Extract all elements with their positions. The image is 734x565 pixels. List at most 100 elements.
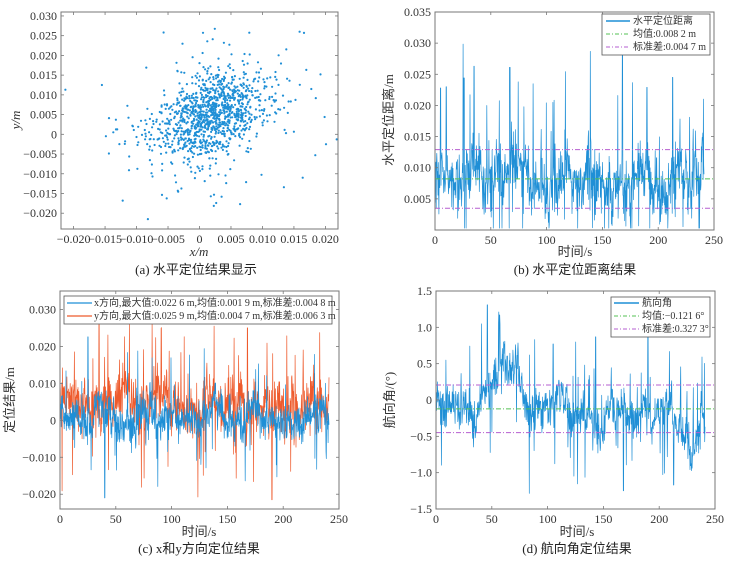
scatter-point xyxy=(185,92,189,96)
scatter-point xyxy=(283,128,286,131)
scatter-point xyxy=(200,86,203,89)
scatter-point xyxy=(282,186,285,189)
scatter-point xyxy=(145,66,148,69)
scatter-point xyxy=(237,100,241,103)
scatter-point xyxy=(202,130,205,133)
y-ticks-b: 0.005 0.010 0.015 0.020 0.025 0.030 0.035 xyxy=(404,5,714,206)
y-tick-label: 0.015 xyxy=(404,130,431,144)
scatter-point xyxy=(248,112,251,115)
scatter-point xyxy=(200,152,203,155)
scatter-point xyxy=(263,108,266,111)
scatter-point xyxy=(238,144,241,147)
scatter-point xyxy=(261,124,264,127)
scatter-point xyxy=(203,114,206,117)
scatter-point xyxy=(208,115,211,118)
scatter-point xyxy=(177,137,180,140)
scatter-point xyxy=(323,115,326,119)
scatter-point xyxy=(198,111,201,114)
y-tick-label: −0.020 xyxy=(23,206,57,220)
x-ticks-a: −0.020−0.015−0.010−0.005 0 0.005 0.010 0.015… xyxy=(57,12,339,246)
y-tick-label: 0.025 xyxy=(404,67,431,81)
scatter-point xyxy=(198,75,201,78)
scatter-point xyxy=(195,118,198,121)
scatter-point xyxy=(213,27,216,30)
scatter-point xyxy=(217,73,220,77)
scatter-point xyxy=(196,112,199,115)
scatter-point xyxy=(164,107,167,110)
scatter-point xyxy=(217,93,220,96)
y-tick-label: −0.020 xyxy=(22,487,56,501)
scatter-point xyxy=(152,120,155,123)
scatter-point xyxy=(182,130,185,133)
axes-box-b xyxy=(434,11,715,231)
scatter-point xyxy=(158,123,161,126)
scatter-point xyxy=(176,99,179,102)
scatter-point xyxy=(195,101,198,105)
scatter-point xyxy=(245,105,248,109)
scatter-point xyxy=(284,132,288,135)
scatter-point xyxy=(186,163,189,166)
scatter-point xyxy=(167,127,170,130)
scatter-point xyxy=(251,87,254,90)
scatter-point xyxy=(249,120,252,124)
scatter-point xyxy=(240,129,243,132)
scatter-point xyxy=(245,181,248,184)
scatter-point xyxy=(197,79,201,82)
scatter-point xyxy=(205,118,208,121)
scatter-point xyxy=(179,124,182,127)
caption-a: (a) 水平定位结果显示 xyxy=(135,262,257,277)
scatter-point xyxy=(198,121,201,124)
scatter-point xyxy=(247,100,250,103)
scatter-point xyxy=(183,99,186,102)
scatter-point xyxy=(209,148,213,151)
scatter-point xyxy=(241,95,245,98)
scatter-point xyxy=(247,150,250,154)
scatter-point xyxy=(216,96,219,99)
scatter-point xyxy=(165,129,168,132)
scatter-point xyxy=(255,71,258,74)
scatter-point xyxy=(256,89,259,92)
scatter-point xyxy=(219,87,222,90)
scatter-point xyxy=(225,150,228,153)
scatter-point xyxy=(231,96,234,99)
scatter-point xyxy=(189,166,192,169)
scatter-point xyxy=(114,118,117,121)
scatter-points xyxy=(64,27,338,221)
scatter-point xyxy=(240,120,243,123)
x-tick-label: 100 xyxy=(539,512,557,526)
scatter-point xyxy=(234,122,238,125)
scatter-point xyxy=(207,67,210,70)
scatter-point xyxy=(314,97,317,100)
scatter-point xyxy=(204,147,207,150)
y-tick-label: 1.5 xyxy=(417,284,432,298)
scatter-point xyxy=(164,134,167,137)
scatter-point xyxy=(241,98,244,101)
scatter-point xyxy=(298,83,301,86)
scatter-point xyxy=(242,133,245,136)
scatter-point xyxy=(217,83,221,86)
scatter-point xyxy=(202,66,205,69)
scatter-point xyxy=(233,127,236,130)
scatter-point xyxy=(221,82,224,85)
scatter-point xyxy=(208,134,211,137)
scatter-point xyxy=(182,90,185,93)
scatter-point xyxy=(164,144,167,148)
scatter-point xyxy=(204,111,208,114)
scatter-point xyxy=(191,111,194,114)
scatter-point xyxy=(218,121,221,124)
scatter-point xyxy=(172,127,175,130)
scatter-point xyxy=(246,78,249,81)
legend-label-b-1: 均值:0.008 2 m xyxy=(633,27,696,40)
scatter-point xyxy=(201,144,204,147)
scatter-point xyxy=(175,103,178,106)
scatter-point xyxy=(201,165,204,168)
scatter-point xyxy=(196,72,199,75)
scatter-point xyxy=(179,147,182,150)
scatter-point xyxy=(186,131,189,134)
scatter-point xyxy=(242,127,245,130)
scatter-point xyxy=(187,157,190,160)
scatter-point xyxy=(191,82,194,85)
scatter-point xyxy=(208,90,211,93)
scatter-point xyxy=(197,105,200,109)
